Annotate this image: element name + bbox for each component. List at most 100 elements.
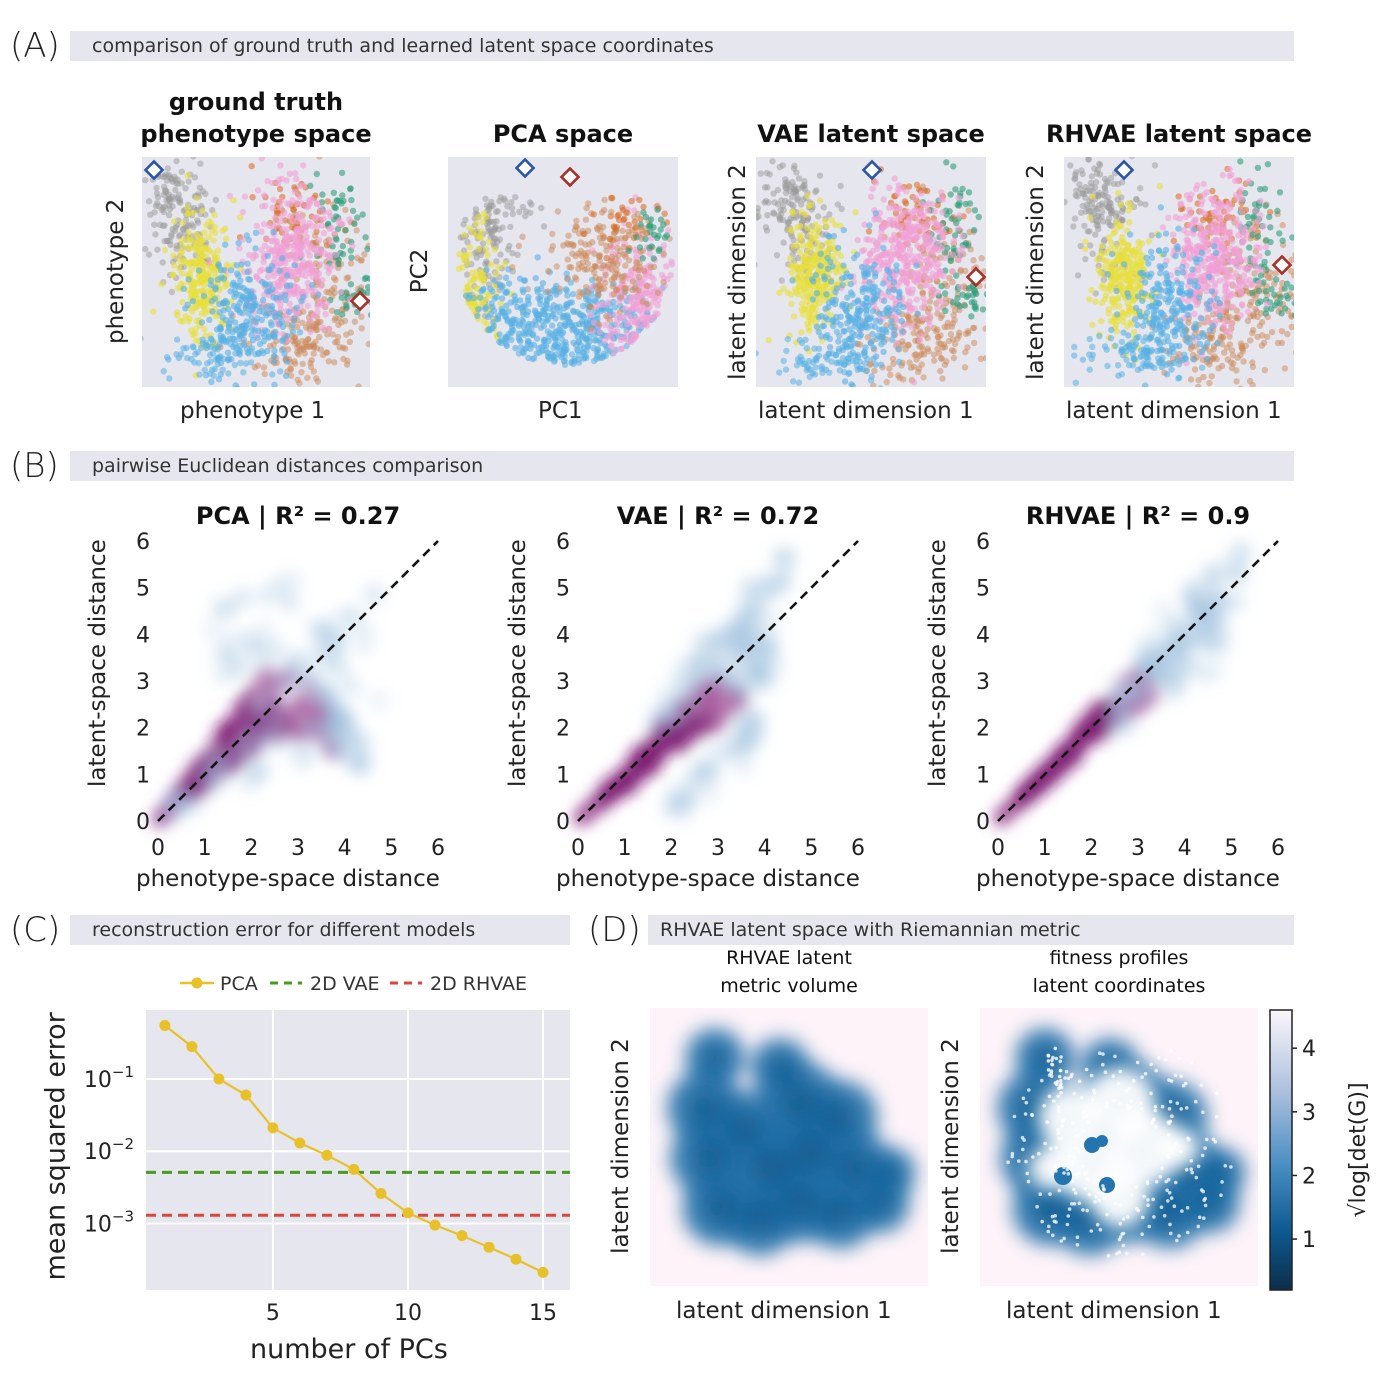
point	[837, 182, 844, 190]
point	[816, 172, 824, 179]
point	[501, 261, 509, 268]
point	[556, 303, 563, 310]
point	[911, 277, 918, 284]
point	[797, 201, 805, 208]
point	[885, 204, 893, 212]
point	[596, 275, 603, 283]
point	[269, 371, 276, 378]
point	[261, 242, 269, 249]
point	[1117, 201, 1124, 209]
point	[606, 236, 614, 243]
point	[959, 291, 966, 298]
point	[944, 323, 951, 330]
point	[293, 304, 300, 312]
point	[1095, 191, 1102, 199]
point	[488, 198, 495, 205]
point	[950, 354, 958, 362]
point	[481, 318, 488, 325]
a2-title-line2: PCA space	[492, 120, 634, 148]
point	[847, 302, 854, 310]
point	[628, 338, 635, 345]
point	[970, 324, 978, 332]
point	[1081, 222, 1088, 229]
point	[1119, 179, 1126, 186]
point	[174, 311, 181, 319]
point	[802, 211, 809, 218]
point	[537, 293, 544, 300]
point	[984, 283, 986, 290]
point	[317, 261, 324, 268]
point	[1219, 333, 1226, 341]
point	[200, 292, 208, 300]
point	[512, 344, 519, 352]
point	[471, 273, 478, 281]
point	[595, 320, 602, 328]
point	[573, 223, 581, 231]
point	[544, 328, 551, 335]
point	[887, 236, 894, 243]
point	[872, 317, 880, 324]
point	[608, 335, 616, 342]
point	[210, 372, 217, 379]
point	[207, 277, 215, 284]
point	[188, 356, 195, 363]
point	[222, 316, 229, 324]
point	[906, 183, 913, 190]
point	[639, 298, 646, 305]
point	[773, 252, 781, 259]
point	[912, 235, 920, 242]
point	[1228, 364, 1236, 372]
point	[167, 198, 174, 205]
point	[1175, 193, 1182, 200]
point	[220, 275, 228, 282]
point	[314, 378, 322, 385]
point	[192, 239, 199, 247]
point	[1233, 378, 1240, 385]
point	[756, 350, 759, 357]
point	[1191, 366, 1199, 373]
point	[869, 307, 877, 315]
point	[955, 332, 963, 339]
point	[924, 254, 931, 261]
point	[1117, 271, 1125, 278]
point	[476, 274, 483, 281]
point	[864, 334, 871, 341]
point	[206, 218, 213, 225]
point	[184, 172, 191, 179]
point	[497, 300, 504, 307]
point	[475, 306, 482, 313]
point	[581, 266, 588, 273]
point	[568, 351, 576, 358]
point	[316, 157, 323, 160]
point	[838, 205, 845, 212]
point	[479, 240, 487, 247]
point	[645, 272, 652, 279]
point	[211, 345, 219, 352]
point	[211, 295, 219, 302]
point	[466, 251, 473, 258]
point	[168, 288, 176, 296]
point	[189, 298, 197, 305]
point	[845, 312, 852, 320]
point	[1072, 192, 1079, 199]
point	[532, 274, 539, 282]
point	[303, 266, 310, 274]
point	[891, 326, 898, 334]
point	[236, 245, 243, 252]
point	[642, 235, 649, 243]
point	[835, 338, 842, 345]
a1-scatter	[142, 157, 370, 387]
point	[199, 278, 206, 285]
point	[182, 305, 189, 312]
point	[568, 299, 575, 306]
point	[199, 207, 206, 215]
point	[610, 291, 617, 298]
point	[815, 227, 822, 234]
point	[857, 331, 865, 339]
point	[863, 316, 871, 323]
point	[475, 246, 482, 253]
point	[609, 283, 616, 290]
point	[249, 194, 256, 201]
point	[794, 224, 801, 231]
point	[937, 314, 944, 322]
